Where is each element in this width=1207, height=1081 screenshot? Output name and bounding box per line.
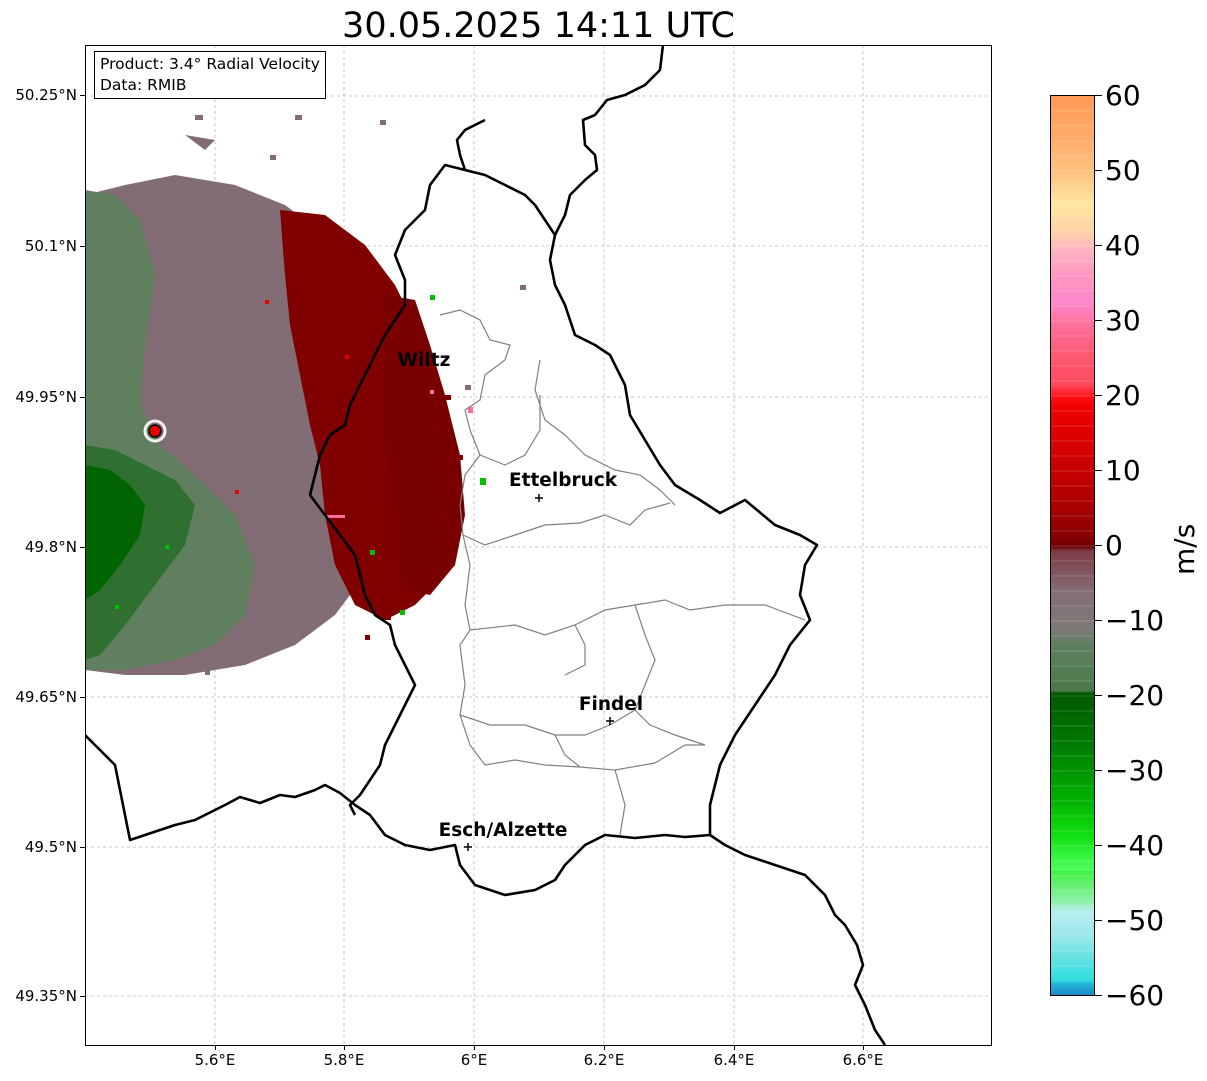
colorbar-unit-label: m/s [1168, 523, 1201, 575]
product-label: Product: 3.4° Radial Velocity [100, 55, 320, 73]
colorbar-label: 40 [1105, 229, 1141, 262]
colorbar-tick [1095, 395, 1102, 396]
x-tick [474, 1045, 475, 1050]
data-source-label: Data: RMIB [100, 76, 187, 94]
colorbar-label: 30 [1105, 304, 1141, 337]
y-axis-label: 49.8°N [24, 538, 77, 556]
city-label-ettelbruck: Ettelbruck [508, 470, 618, 491]
x-tick [604, 1045, 605, 1050]
x-axis-label: 6°E [460, 1051, 488, 1069]
x-axis-label: 6.2°E [583, 1051, 625, 1069]
y-axis-label: 49.5°N [24, 838, 77, 856]
y-axis-label: 50.1°N [24, 237, 77, 255]
y-tick [80, 95, 85, 96]
colorbar-tick [1095, 845, 1102, 846]
x-tick [344, 1045, 345, 1050]
y-axis-label: 49.95°N [15, 388, 77, 406]
y-tick [80, 847, 85, 848]
colorbar-tick [1095, 320, 1102, 321]
colorbar-label: 20 [1105, 379, 1141, 412]
colorbar-tick [1095, 95, 1102, 96]
x-axis-label: 6.4°E [713, 1051, 755, 1069]
x-axis-label: 5.8°E [323, 1051, 365, 1069]
colorbar-tick [1095, 170, 1102, 171]
x-tick [734, 1045, 735, 1050]
y-tick [80, 697, 85, 698]
y-tick [80, 397, 85, 398]
colorbar-tick [1095, 995, 1102, 996]
colorbar-tick [1095, 470, 1102, 471]
colorbar-label: −30 [1105, 754, 1165, 787]
colorbar-tick [1095, 770, 1102, 771]
y-axis-label: 49.65°N [15, 688, 77, 706]
radar-map[interactable] [85, 45, 992, 1045]
colorbar-tick [1095, 620, 1102, 621]
colorbar-label: −60 [1105, 979, 1165, 1012]
radar-echoes [85, 115, 526, 675]
colorbar-label: −20 [1105, 679, 1165, 712]
city-label-wiltz: Wiltz [397, 350, 451, 371]
national-borders [85, 45, 887, 1045]
x-axis-label: 6.6°E [842, 1051, 884, 1069]
colorbar-tick [1095, 245, 1102, 246]
map-title: 30.05.2025 14:11 UTC [342, 6, 735, 46]
colorbar-label: 10 [1105, 454, 1141, 487]
colorbar-tick [1095, 695, 1102, 696]
x-tick [215, 1045, 216, 1050]
velocity-colorbar [1050, 95, 1095, 996]
y-tick [80, 996, 85, 997]
city-label-esch-alzette: Esch/Alzette [438, 820, 568, 841]
city-label-findel: Findel [578, 694, 644, 715]
y-axis-label: 49.35°N [15, 987, 77, 1005]
radar-site-marker [148, 424, 162, 438]
colorbar-label: 50 [1105, 154, 1141, 187]
colorbar-label: 0 [1105, 529, 1123, 562]
x-tick [863, 1045, 864, 1050]
colorbar-tick [1095, 545, 1102, 546]
colorbar-label: −10 [1105, 604, 1165, 637]
x-axis-label: 5.6°E [194, 1051, 236, 1069]
colorbar-label: 60 [1105, 79, 1141, 112]
radar-map-svg [85, 45, 992, 1045]
y-axis-label: 50.25°N [15, 86, 77, 104]
colorbar-tick [1095, 920, 1102, 921]
product-info-box: Product: 3.4° Radial Velocity Data: RMIB [94, 51, 326, 99]
colorbar-label: −40 [1105, 829, 1165, 862]
y-tick [80, 547, 85, 548]
colorbar-label: −50 [1105, 904, 1165, 937]
y-tick [80, 246, 85, 247]
city-markers [464, 494, 614, 851]
canton-boundaries [439, 309, 806, 836]
